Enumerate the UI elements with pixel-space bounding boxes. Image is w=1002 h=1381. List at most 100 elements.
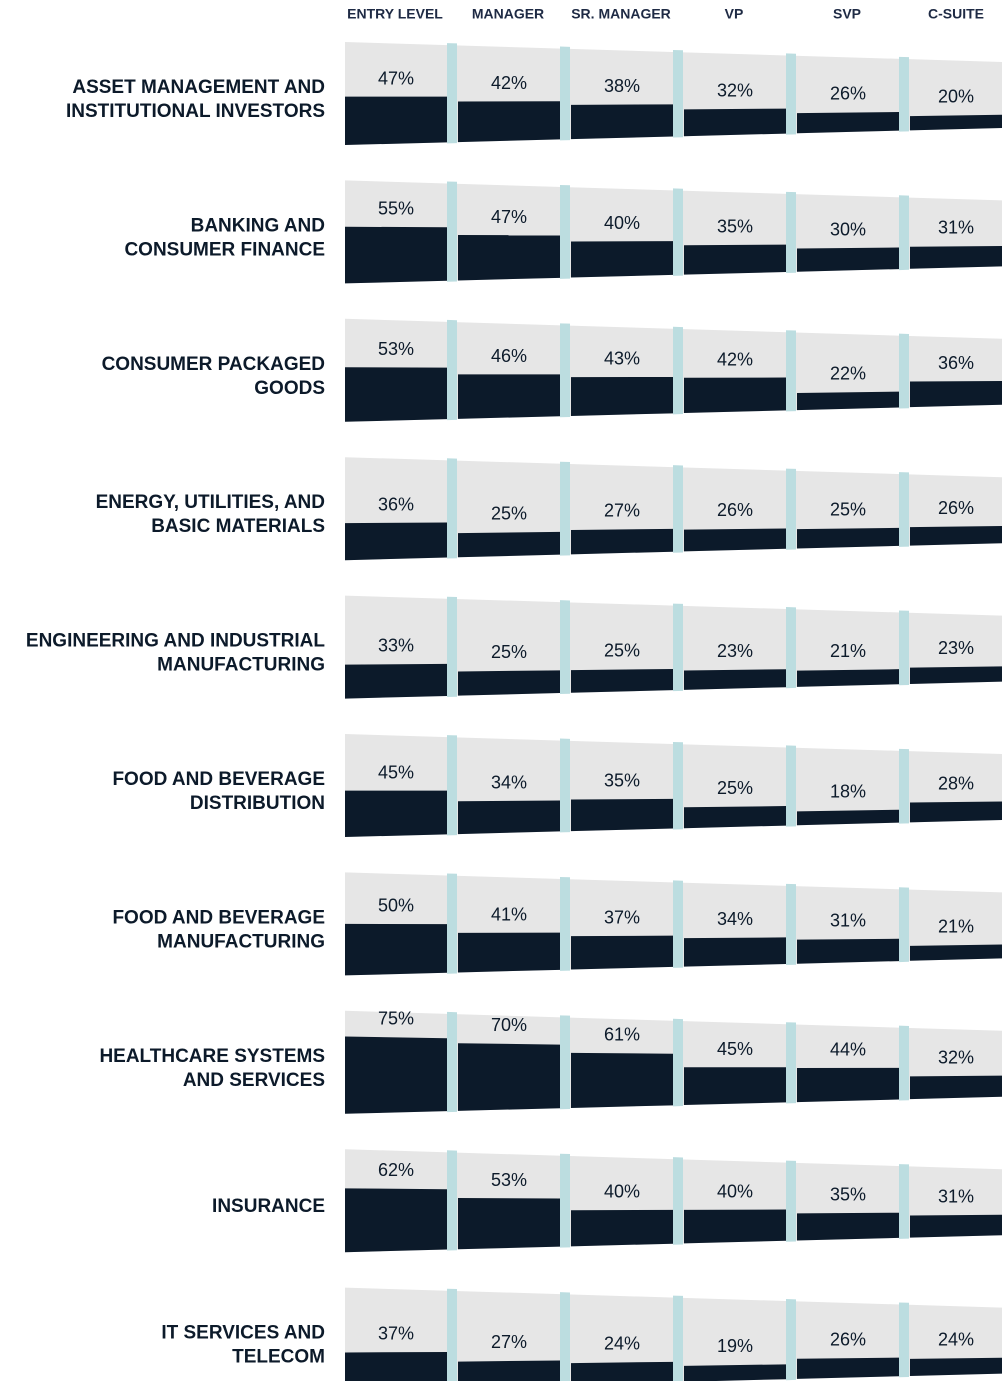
bar <box>910 381 1002 408</box>
separator <box>447 43 457 144</box>
separator <box>447 735 457 836</box>
separator <box>673 326 683 415</box>
value-label: 47% <box>491 207 527 227</box>
bar <box>345 790 447 837</box>
value-label: 19% <box>717 1336 753 1356</box>
bar <box>684 806 786 829</box>
column-header: SR. MANAGER <box>571 6 671 22</box>
separator <box>447 181 457 282</box>
row-label: ENERGY, UTILITIES, AND <box>96 492 325 513</box>
bar <box>684 377 786 414</box>
row-label: DISTRIBUTION <box>190 793 325 814</box>
bar <box>571 798 673 832</box>
separator <box>447 1011 457 1113</box>
value-label: 31% <box>938 1186 974 1206</box>
bar <box>797 669 899 687</box>
bar <box>910 1357 1002 1376</box>
bar <box>684 1067 786 1106</box>
row-label: BASIC MATERIALS <box>151 516 325 537</box>
separator <box>786 191 796 273</box>
row-label: FOOD AND BEVERAGE <box>112 769 325 790</box>
bar <box>571 104 673 140</box>
value-label: 18% <box>830 781 866 801</box>
row-label: AND SERVICES <box>183 1070 325 1091</box>
separator <box>786 1299 796 1381</box>
bar <box>571 935 673 970</box>
separator <box>786 53 796 135</box>
value-label: 30% <box>830 219 866 239</box>
bar <box>684 937 786 967</box>
value-label: 37% <box>604 907 640 927</box>
bar <box>684 528 786 552</box>
separator <box>786 330 796 412</box>
bar <box>910 666 1002 684</box>
bar <box>571 1361 673 1381</box>
separator <box>899 1025 909 1101</box>
separator <box>899 610 909 686</box>
separator <box>786 883 796 965</box>
bar <box>797 527 899 549</box>
row-label: BANKING AND <box>191 215 325 236</box>
separator <box>786 468 796 550</box>
bar <box>797 809 899 826</box>
value-label: 25% <box>491 504 527 524</box>
value-label: 37% <box>378 1324 414 1344</box>
separator <box>560 600 570 695</box>
value-label: 28% <box>938 773 974 793</box>
column-header: C-SUITE <box>928 6 984 22</box>
value-label: 31% <box>830 911 866 931</box>
value-label: 38% <box>604 76 640 96</box>
bar <box>345 1036 447 1114</box>
value-label: 23% <box>938 638 974 658</box>
row-label: ENGINEERING AND INDUSTRIAL <box>26 631 325 652</box>
separator <box>673 603 683 692</box>
row-label: HEALTHCARE SYSTEMS <box>99 1046 325 1067</box>
value-label: 50% <box>378 896 414 916</box>
bar <box>684 108 786 137</box>
value-label: 23% <box>717 641 753 661</box>
value-label: 42% <box>717 349 753 369</box>
separator <box>560 1292 570 1381</box>
value-label: 45% <box>378 762 414 782</box>
bar <box>571 376 673 416</box>
value-label: 55% <box>378 199 414 219</box>
bar <box>571 241 673 278</box>
separator <box>560 184 570 279</box>
bar <box>458 1198 560 1250</box>
value-label: 35% <box>717 216 753 236</box>
value-label: 40% <box>717 1181 753 1201</box>
value-label: 32% <box>717 80 753 100</box>
separator <box>560 46 570 141</box>
value-label: 36% <box>938 353 974 373</box>
bar <box>797 1067 899 1103</box>
separator <box>560 738 570 833</box>
value-label: 25% <box>491 642 527 662</box>
bar <box>910 1214 1002 1238</box>
bar <box>345 367 447 422</box>
separator <box>899 748 909 824</box>
separator <box>673 1295 683 1381</box>
value-label: 46% <box>491 346 527 366</box>
bar <box>571 528 673 555</box>
bar <box>458 1360 560 1381</box>
bar <box>345 1188 447 1253</box>
value-label: 70% <box>491 1015 527 1035</box>
value-label: 45% <box>717 1039 753 1059</box>
value-label: 25% <box>604 641 640 661</box>
value-label: 47% <box>378 68 414 88</box>
bar <box>797 391 899 411</box>
value-label: 62% <box>378 1160 414 1180</box>
separator <box>447 319 457 421</box>
bar <box>458 932 560 973</box>
row-label: TELECOM <box>232 1347 325 1368</box>
separator <box>899 1302 909 1378</box>
value-label: 21% <box>938 916 974 936</box>
bar <box>797 111 899 134</box>
row-label: CONSUMER FINANCE <box>124 239 325 260</box>
bar <box>458 101 560 143</box>
value-label: 25% <box>717 778 753 798</box>
separator <box>786 607 796 689</box>
separator <box>560 1015 570 1110</box>
value-label: 26% <box>830 84 866 104</box>
